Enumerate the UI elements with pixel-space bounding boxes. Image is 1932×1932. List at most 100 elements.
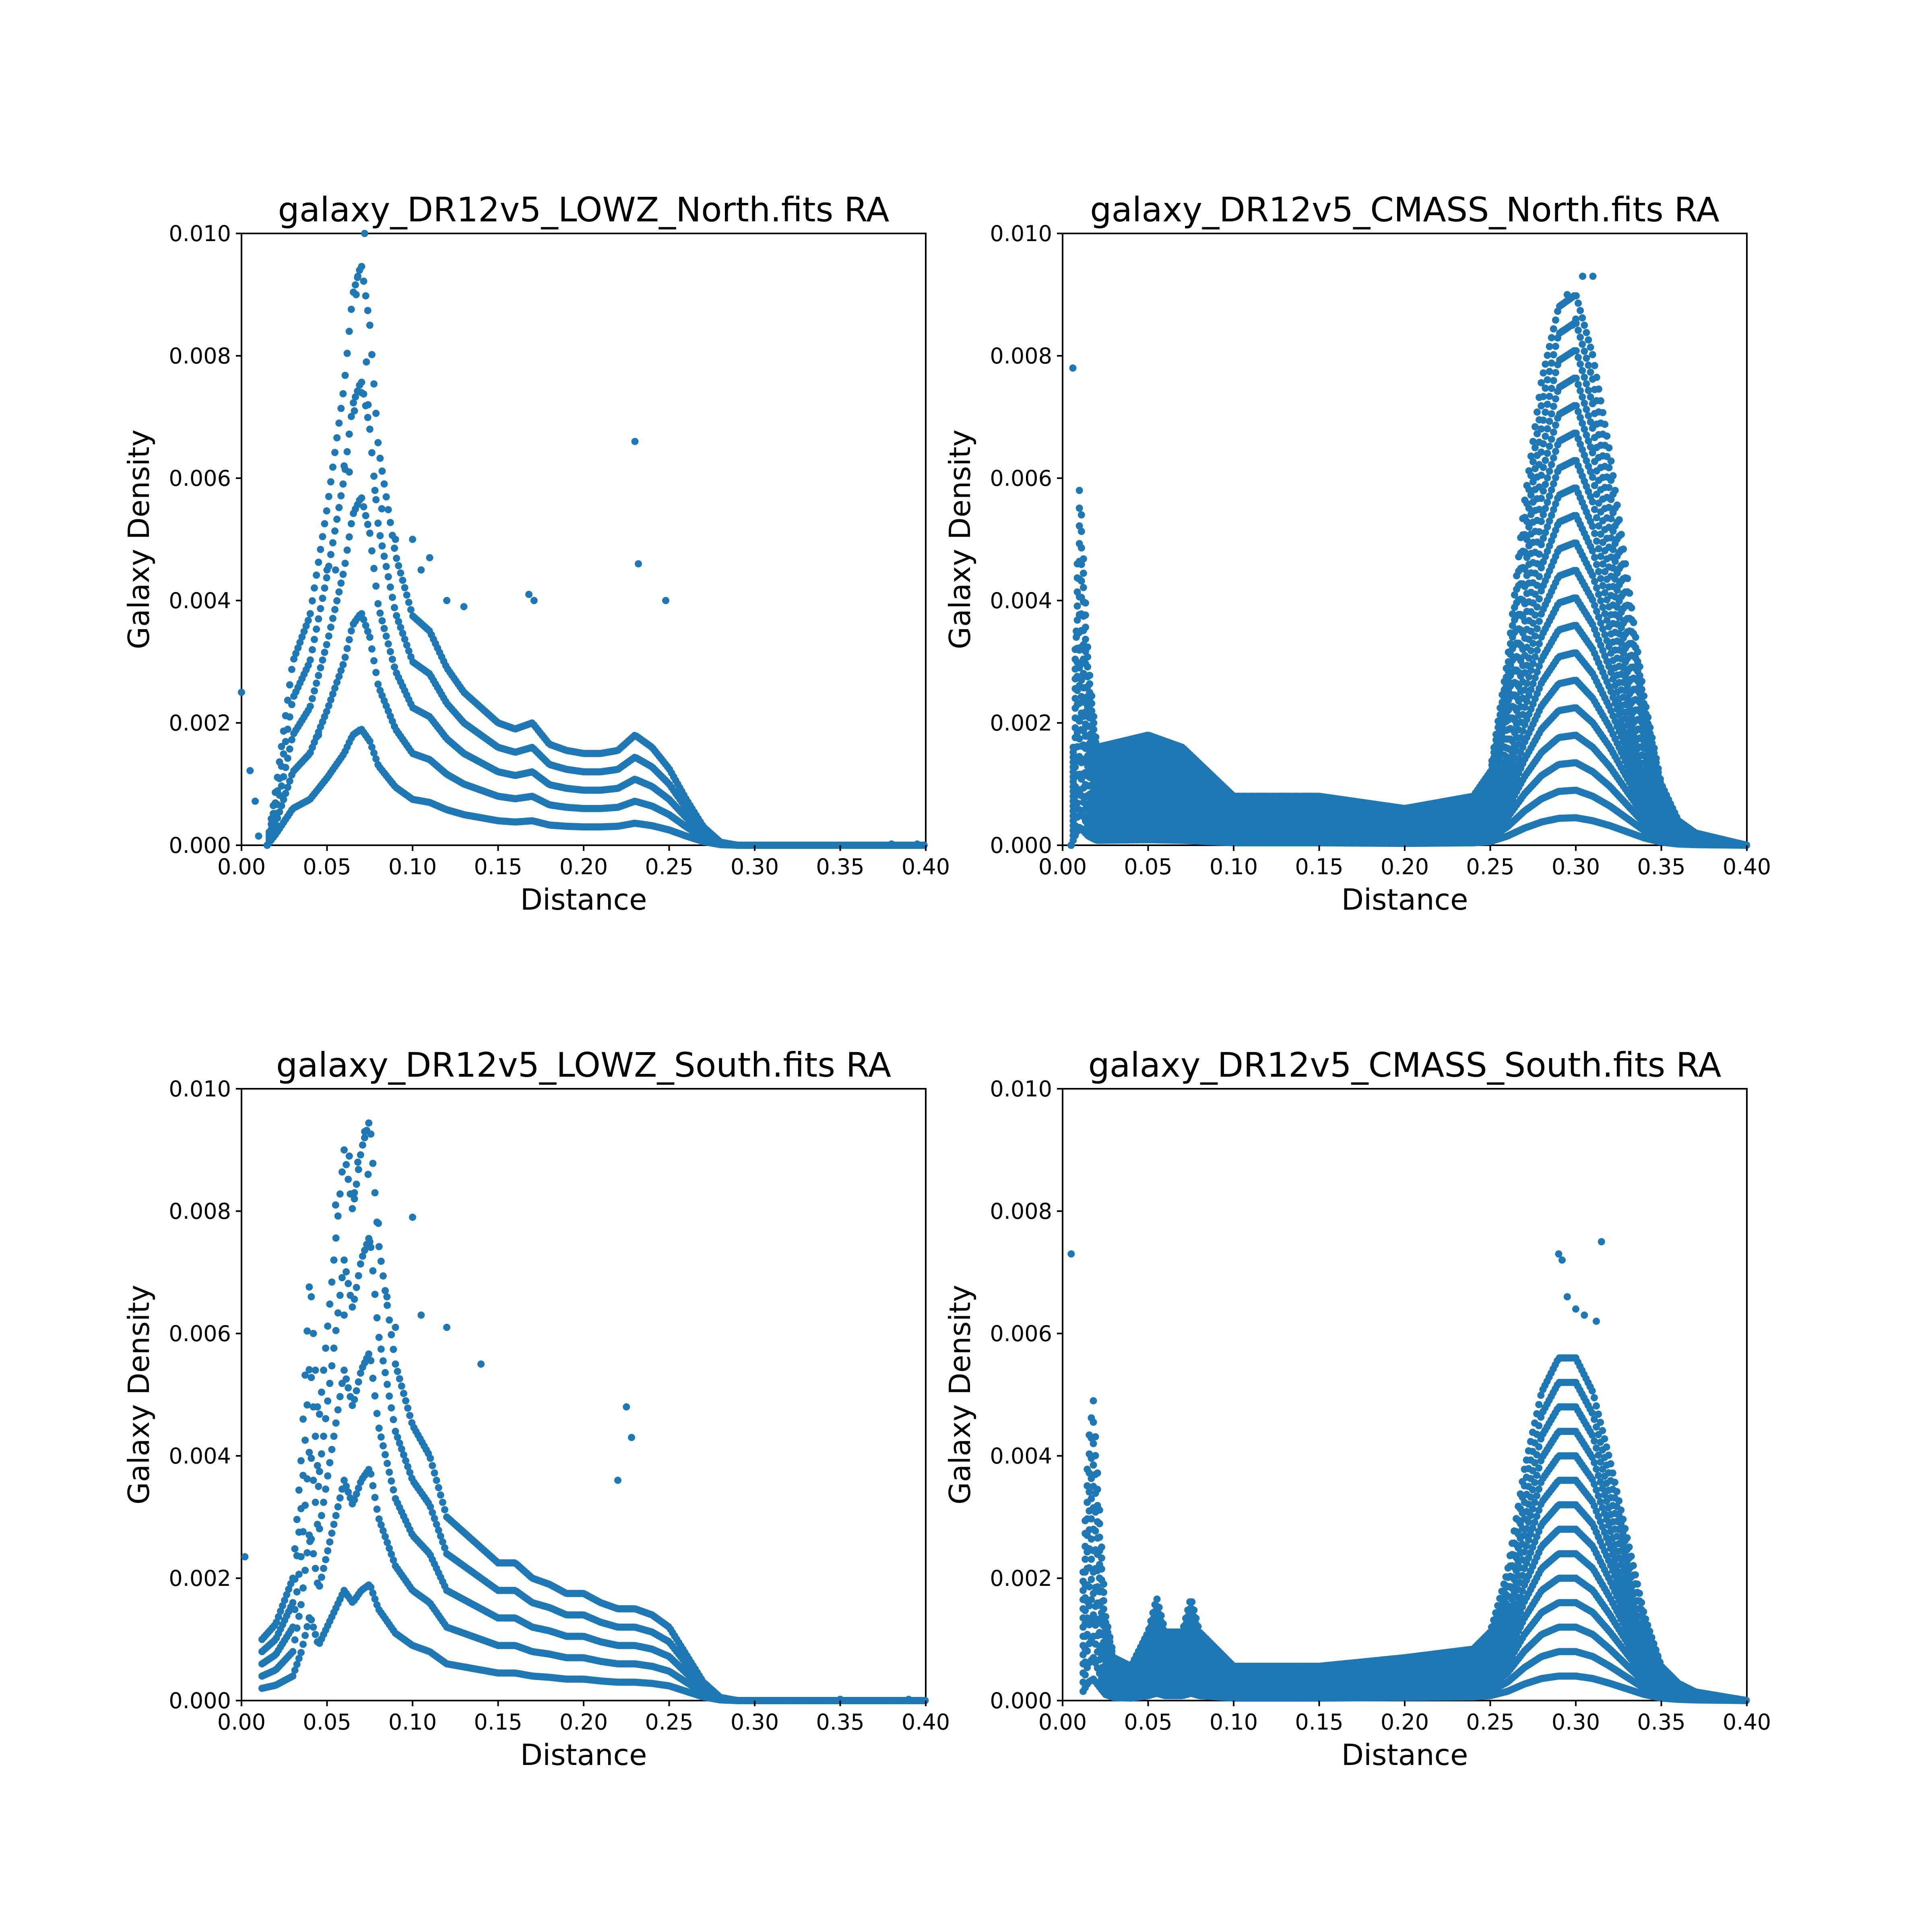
data-point [337, 492, 345, 500]
y-tick-label: 0.000 [169, 833, 231, 858]
data-point [333, 679, 341, 686]
x-tick-label: 0.30 [731, 854, 779, 879]
data-point [341, 559, 349, 567]
data-point [384, 573, 392, 580]
data-point [337, 579, 345, 587]
outlier-point [635, 560, 642, 568]
data-point [350, 399, 357, 407]
data-point [317, 605, 324, 613]
data-point [368, 547, 376, 555]
data-point [319, 533, 326, 541]
x-tick-label: 0.40 [902, 854, 950, 879]
data-point [397, 623, 405, 631]
data-point [362, 512, 369, 519]
data-point [325, 632, 332, 640]
data-point [331, 606, 339, 613]
data-point [331, 449, 339, 456]
data-point [372, 669, 380, 676]
data-point [311, 687, 318, 695]
outlier-point [371, 487, 379, 494]
data-point [397, 569, 405, 577]
data-point [401, 584, 409, 592]
data-point [325, 493, 332, 500]
data-point [282, 712, 289, 720]
x-tick-label: 0.20 [559, 854, 608, 879]
data-point [288, 666, 295, 673]
data-point [313, 679, 320, 687]
data-point [327, 696, 334, 704]
outlier-point [356, 266, 363, 274]
data-point [372, 582, 380, 590]
data-point [265, 828, 273, 836]
data-point [321, 520, 328, 528]
y-axis-label: Galaxy Density [122, 429, 156, 649]
data-point [329, 615, 336, 622]
data-point [343, 448, 351, 456]
data-point [391, 663, 398, 671]
data-point [372, 755, 380, 763]
data-point [370, 657, 378, 665]
data-point [376, 454, 384, 462]
outlier-point [363, 358, 370, 366]
data-point [370, 473, 378, 480]
data-point [374, 600, 382, 607]
data-point [282, 738, 289, 745]
data-point [374, 680, 382, 688]
data-point [308, 695, 316, 702]
data-point [1531, 653, 1539, 661]
data-point [364, 307, 372, 314]
y-tick-label: 0.008 [169, 343, 231, 369]
data-point [403, 641, 411, 649]
data-point [306, 610, 314, 617]
data-point [382, 563, 390, 570]
data-point [391, 604, 398, 611]
outlier-point [426, 554, 433, 561]
data-point [391, 545, 398, 552]
outlier-point [323, 566, 331, 574]
data-point [384, 506, 392, 514]
data-point [368, 351, 376, 358]
outlier-point [631, 438, 639, 445]
data-points [1067, 272, 1750, 849]
data-point [276, 758, 283, 766]
data-point [329, 463, 336, 471]
data-point [407, 606, 415, 613]
outlier-point [255, 832, 262, 840]
data-point [268, 820, 275, 828]
outlier-point [460, 603, 468, 611]
data-point [296, 639, 304, 646]
data-point [362, 292, 369, 299]
data-point [329, 539, 336, 547]
outlier-point [888, 840, 895, 848]
data-point [347, 305, 355, 313]
outlier-point [357, 389, 365, 396]
data-point [317, 664, 324, 671]
data-point [268, 815, 275, 823]
data-point [345, 430, 353, 438]
data-point [374, 439, 382, 446]
data-point [403, 591, 411, 599]
data-point [311, 584, 318, 592]
y-tick-label: 0.004 [169, 588, 231, 613]
data-point [382, 493, 390, 501]
data-point [374, 519, 382, 527]
x-tick-label: 0.25 [645, 854, 693, 879]
x-tick-label: 0.35 [816, 854, 864, 879]
data-point [366, 634, 374, 641]
data-point [1071, 734, 1079, 741]
data-point [298, 633, 306, 641]
data-point [393, 555, 400, 562]
outlier-point [409, 536, 416, 543]
data-point [347, 627, 355, 635]
data-point [378, 542, 386, 550]
data-point [366, 322, 374, 329]
data-point [395, 618, 402, 625]
data-point [308, 597, 316, 605]
data-point [366, 425, 374, 433]
data-point [286, 745, 293, 753]
outlier-point [246, 767, 254, 774]
data-point [306, 656, 314, 664]
data-point [286, 777, 293, 785]
data-point [366, 737, 374, 745]
